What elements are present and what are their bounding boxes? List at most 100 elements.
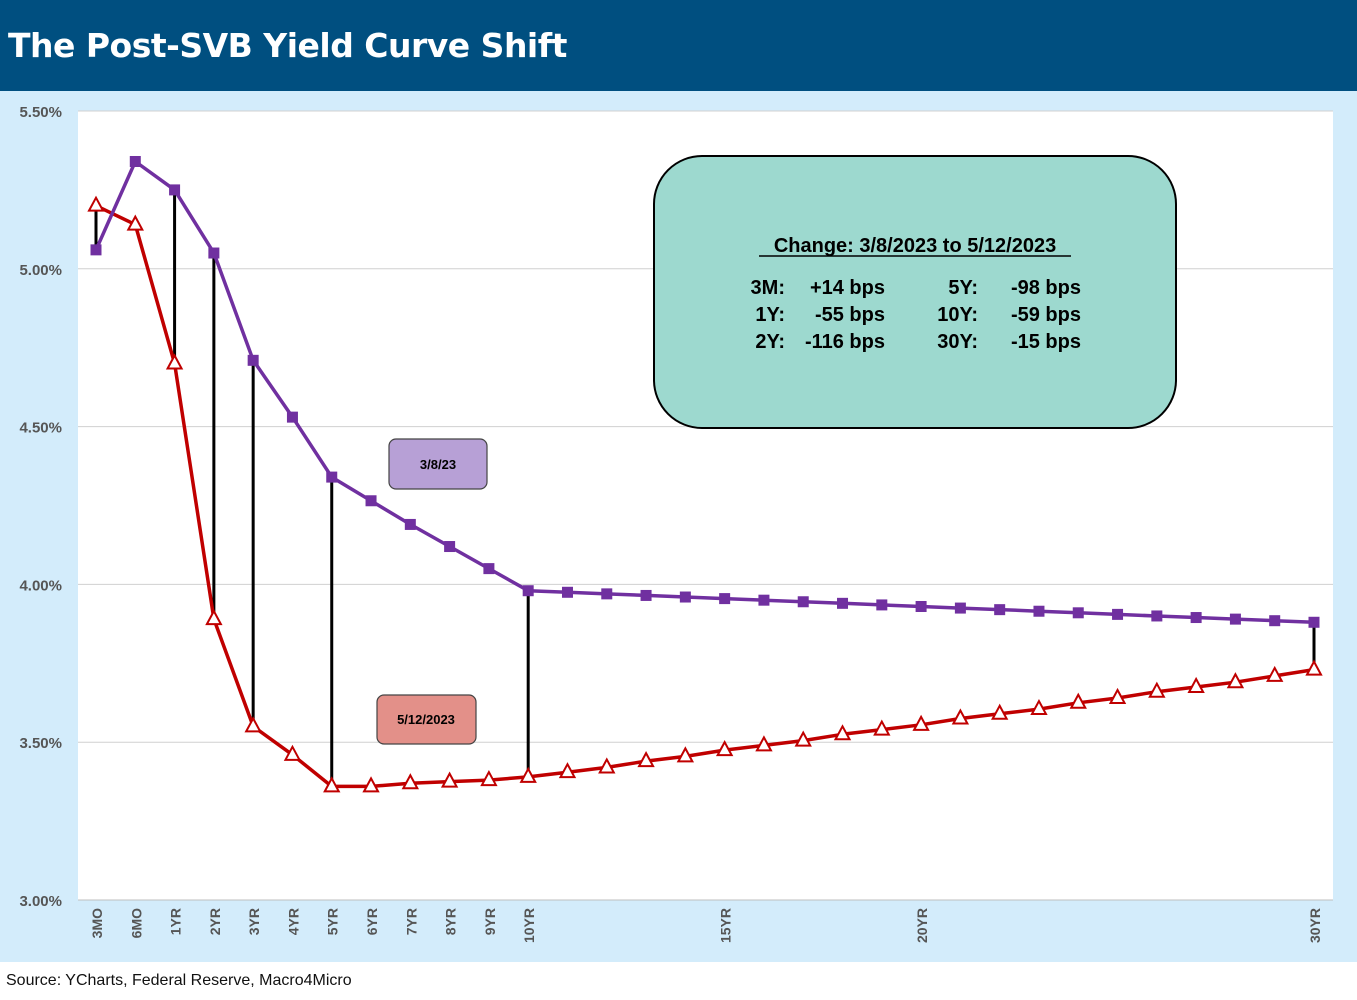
- x-tick-label: 6MO: [128, 908, 144, 938]
- change-row-value: -116 bps: [805, 331, 885, 353]
- point-0308: [915, 600, 927, 612]
- point-0512: [244, 716, 262, 733]
- point-0308: [286, 411, 298, 423]
- y-tick-label: 3.50%: [19, 735, 62, 752]
- point-0308: [483, 563, 495, 575]
- point-0308: [208, 247, 220, 259]
- y-tick-label: 4.50%: [19, 420, 62, 437]
- x-tick-label: 5YR: [325, 908, 341, 935]
- x-tick-label: 9YR: [482, 908, 498, 935]
- y-tick-label: 5.50%: [19, 104, 62, 121]
- header-bar: The Post-SVB Yield Curve Shift: [0, 0, 1357, 91]
- point-0512: [165, 353, 184, 370]
- point-0308: [954, 602, 966, 614]
- change-row-value: -15 bps: [1011, 331, 1081, 353]
- point-0512: [323, 776, 341, 793]
- point-0308: [129, 155, 141, 167]
- point-0512: [991, 703, 1009, 720]
- point-0512: [873, 719, 891, 736]
- x-tick-label: 4YR: [285, 908, 301, 935]
- point-0308: [797, 596, 809, 608]
- point-0308: [326, 471, 338, 483]
- change-row-label: 5Y:: [948, 277, 978, 299]
- point-0308: [1190, 612, 1202, 624]
- point-0308: [1269, 615, 1281, 627]
- point-0512: [126, 214, 144, 231]
- change-box-heading: Change: 3/8/2023 to 5/12/2023: [774, 235, 1056, 257]
- point-0308: [1112, 608, 1124, 620]
- x-tick-label: 3MO: [89, 908, 105, 938]
- point-0512: [637, 751, 655, 768]
- x-tick-label: 20YR: [914, 908, 930, 943]
- point-0512: [558, 762, 577, 779]
- x-tick-label: 3YR: [246, 908, 262, 935]
- point-0308: [876, 599, 888, 611]
- point-0308: [1151, 610, 1163, 622]
- yield-curve-chart: 3.00% 3.50% 4.00% 4.50% 5.00% 5.50% 3MO 6MO 1YR 2…: [19, 104, 1333, 943]
- point-0308: [679, 591, 691, 603]
- point-0512: [755, 735, 773, 752]
- series-label-box-0512: [376, 694, 477, 745]
- point-0512: [794, 730, 812, 747]
- chart-area: 3.00% 3.50% 4.00% 4.50% 5.00% 5.50% 3MO 6MO 1YR 2…: [0, 91, 1357, 962]
- x-tick-label: 6YR: [364, 908, 380, 935]
- point-0308: [365, 495, 377, 507]
- point-0512: [598, 757, 616, 774]
- change-row-label: 30Y:: [937, 331, 978, 353]
- point-0512: [951, 708, 970, 725]
- point-0308: [1072, 607, 1084, 619]
- x-tick-label: 30YR: [1307, 908, 1323, 943]
- point-0308: [522, 585, 534, 597]
- y-tick-label: 4.00%: [19, 577, 62, 594]
- point-0308: [758, 594, 770, 606]
- page-title: The Post-SVB Yield Curve Shift: [8, 26, 567, 65]
- point-0308: [1229, 613, 1241, 625]
- point-0308: [247, 354, 259, 366]
- point-0512: [1266, 665, 1284, 682]
- point-0512: [1305, 659, 1323, 676]
- point-0308: [601, 588, 613, 600]
- point-0308: [837, 597, 849, 609]
- point-0512: [912, 714, 930, 731]
- x-tick-label: 10YR: [521, 908, 537, 943]
- point-0512: [1226, 672, 1245, 689]
- y-tick-label: 5.00%: [19, 262, 62, 279]
- point-0308: [640, 589, 652, 601]
- change-box: [653, 155, 1177, 429]
- point-0308: [404, 518, 416, 530]
- change-row-value: -55 bps: [815, 304, 885, 326]
- series-label-0308: 3/8/23: [420, 457, 456, 472]
- point-0512: [1148, 681, 1166, 698]
- point-0512: [480, 769, 498, 787]
- point-0308: [1308, 616, 1320, 628]
- point-0512: [362, 776, 380, 793]
- point-0512: [1187, 676, 1205, 693]
- point-0308: [90, 244, 102, 256]
- change-row-label: 1Y:: [755, 304, 785, 326]
- series-line-0308: [94, 159, 1315, 625]
- point-0512: [87, 195, 105, 212]
- point-0512: [833, 724, 852, 741]
- series-label-box-0308: [388, 438, 488, 490]
- x-tick-label: 7YR: [403, 908, 419, 935]
- change-row-value: +14 bps: [810, 277, 885, 299]
- point-0512: [205, 609, 223, 626]
- point-0308: [169, 184, 181, 196]
- point-0512: [715, 739, 734, 757]
- x-tick-label: 2YR: [207, 908, 223, 935]
- point-0308: [719, 593, 731, 605]
- point-0512: [440, 771, 459, 788]
- point-0512: [676, 746, 695, 763]
- x-tick-label: 15YR: [718, 908, 734, 943]
- point-0512: [1030, 698, 1048, 716]
- series-label-0512: 5/12/2023: [397, 712, 455, 727]
- change-row-label: 2Y:: [755, 331, 785, 353]
- x-tick-label: 1YR: [168, 908, 184, 935]
- point-0512: [519, 766, 537, 783]
- point-0512: [1069, 692, 1087, 709]
- change-row-label: 3M:: [751, 277, 785, 299]
- point-0512: [283, 744, 302, 761]
- source-note: Source: YCharts, Federal Reserve, Macro4…: [6, 972, 352, 989]
- change-row-label: 10Y:: [937, 304, 978, 326]
- point-0512: [401, 773, 419, 790]
